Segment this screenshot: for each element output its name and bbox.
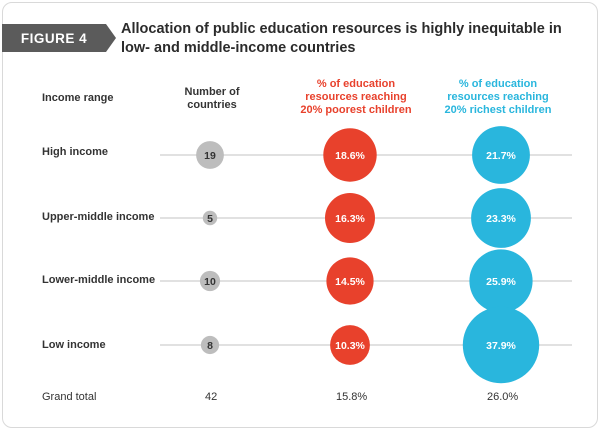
richest-bubble [471, 188, 531, 248]
row-label-upper-middle-income: Upper-middle income [42, 211, 155, 223]
header-number-of-countries: Number of countries [184, 86, 240, 111]
row-label-high-income: High income [42, 146, 109, 158]
richest-bubble [469, 249, 533, 313]
row-label-low-income: Low income [42, 339, 106, 351]
poorest-bubble [326, 257, 374, 305]
grand-total-label: Grand total [42, 391, 97, 403]
richest-bubble [472, 126, 530, 184]
richest-bubble-label: 21.7% [486, 150, 516, 162]
grand-total-richest: 26.0% [487, 391, 519, 403]
richest-bubble [462, 306, 540, 384]
grand-total-poorest: 15.8% [336, 391, 368, 403]
chart-title: Allocation of public education resources… [121, 21, 562, 56]
poorest-bubble-label: 14.5% [335, 276, 365, 288]
grand-total-countries: 42 [205, 391, 218, 403]
countries-bubble [196, 141, 224, 169]
poorest-bubble [325, 193, 375, 243]
richest-bubble-label: 23.3% [486, 213, 516, 225]
richest-bubble-label: 25.9% [486, 276, 516, 288]
countries-bubble-label: 10 [204, 276, 216, 288]
poorest-bubble [330, 325, 370, 365]
countries-bubble-label: 5 [207, 213, 213, 225]
countries-bubble [202, 210, 218, 226]
countries-bubble-label: 19 [204, 150, 216, 162]
poorest-bubble-label: 16.3% [335, 213, 365, 225]
countries-bubble-label: 8 [207, 340, 213, 352]
countries-bubble [200, 335, 220, 355]
header-poorest: % of education resources reaching 20% po… [300, 78, 412, 116]
header-income-range: Income range [42, 92, 114, 104]
poorest-bubble-label: 10.3% [335, 340, 365, 352]
poorest-bubble [323, 128, 377, 182]
row-label-lower-middle-income: Lower-middle income [42, 274, 156, 286]
header-richest: % of education resources reaching 20% ri… [444, 78, 552, 116]
countries-bubble [199, 270, 221, 292]
figure-badge: FIGURE 4 [2, 24, 116, 52]
richest-bubble-label: 37.9% [486, 340, 516, 352]
poorest-bubble-label: 18.6% [335, 150, 365, 162]
